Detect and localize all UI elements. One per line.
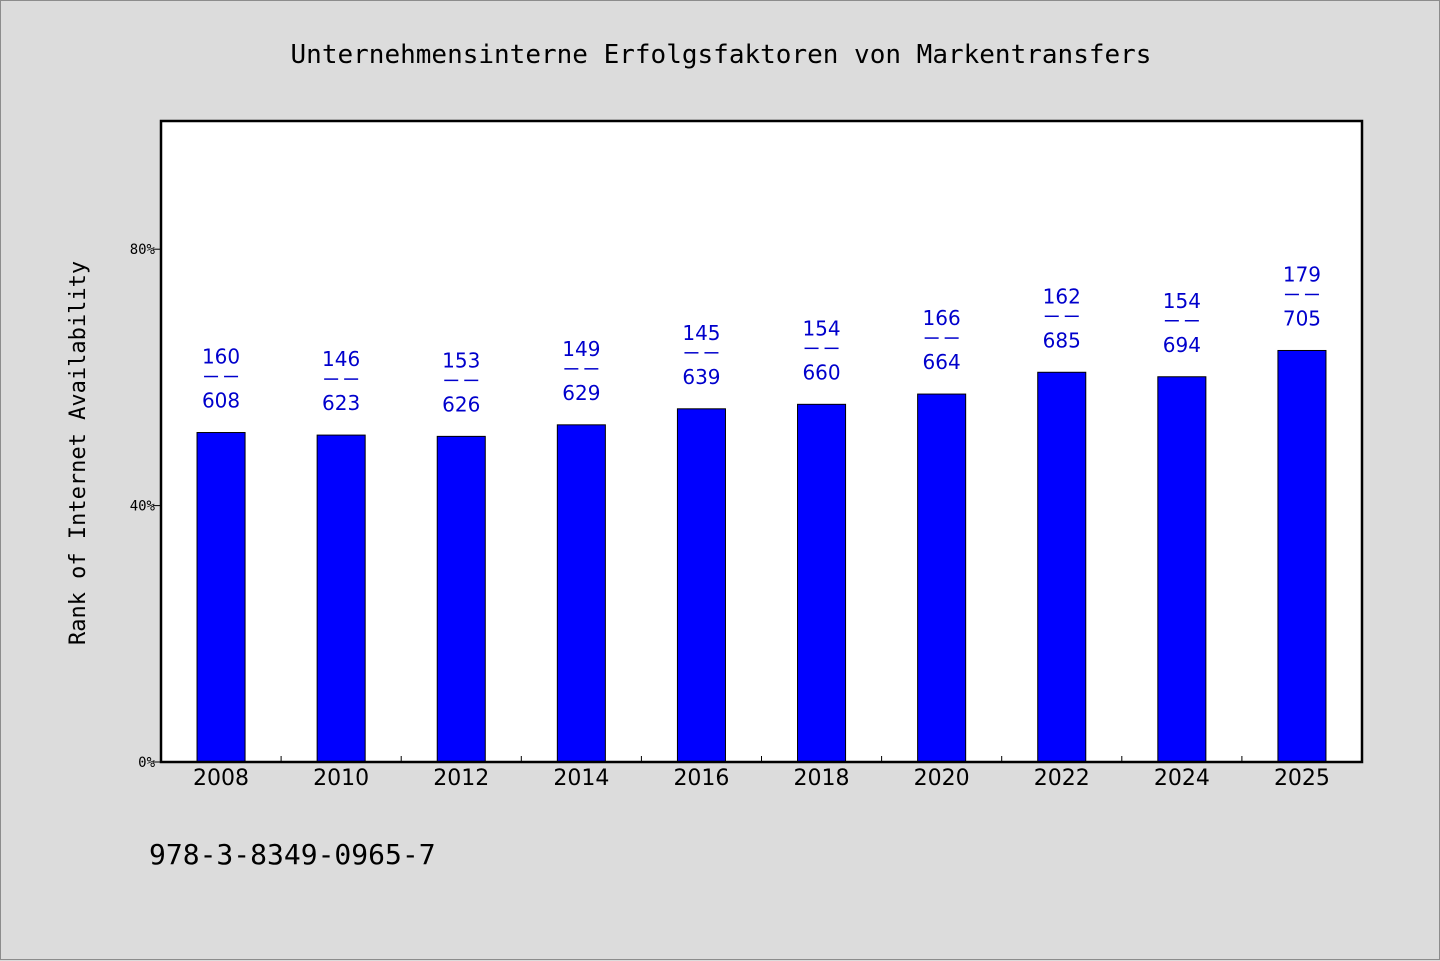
data-label-bottom: 639: [682, 365, 720, 389]
x-tick-label: 2020: [914, 766, 970, 791]
x-tick-label: 2022: [1034, 766, 1090, 791]
data-label-bottom: 694: [1163, 333, 1201, 357]
data-label-top: 179: [1283, 262, 1321, 286]
data-label-bottom: 623: [322, 391, 360, 415]
data-label-top: 146: [322, 347, 360, 371]
x-tick-label: 2024: [1154, 766, 1210, 791]
y-tick-label: 80%: [130, 242, 156, 258]
data-label-bottom: 685: [1043, 328, 1081, 352]
bar: [436, 435, 486, 763]
chart-title: Unternehmensinterne Erfolgsfaktoren von …: [291, 40, 1152, 70]
bar: [917, 393, 967, 763]
data-label-top: 149: [562, 337, 600, 361]
data-label-bottom: 629: [562, 381, 600, 405]
y-axis-label: Rank of Internet Availability: [66, 261, 91, 645]
plot-border: [159, 119, 1364, 764]
isbn-text: 978-3-8349-0965-7: [149, 838, 436, 871]
x-tick-label: 2012: [433, 766, 489, 791]
data-label-top: 153: [442, 348, 480, 372]
data-label-bottom: 626: [442, 392, 480, 416]
bar: [1277, 349, 1327, 763]
x-tick-label: 2008: [193, 766, 249, 791]
x-tick-label: 2014: [553, 766, 609, 791]
x-tick-label: 2025: [1274, 766, 1330, 791]
bar: [797, 403, 847, 763]
data-label-top: 154: [1163, 289, 1201, 313]
data-label-bottom: 608: [202, 389, 240, 413]
data-label-top: 154: [802, 316, 840, 340]
bar: [556, 424, 606, 763]
bar: [1037, 371, 1087, 763]
data-label-top: 162: [1043, 284, 1081, 308]
data-label-bottom: 705: [1283, 306, 1321, 330]
x-tick-label: 2018: [794, 766, 850, 791]
bar: [1157, 376, 1207, 763]
data-label-bottom: 660: [802, 360, 840, 384]
y-tick-label: 40%: [130, 499, 156, 515]
x-tick-label: 2016: [673, 766, 729, 791]
y-tick-label: 0%: [138, 755, 155, 771]
data-label-bottom: 664: [923, 350, 961, 374]
chart-marks: 0% 40% 80% 2008 160 608 2010 146 623 2012 153 626 20…: [130, 242, 1330, 791]
x-tick-label: 2010: [313, 766, 369, 791]
bar: [196, 432, 246, 763]
data-label-top: 160: [202, 345, 240, 369]
bar: [316, 434, 366, 763]
data-label-top: 166: [923, 306, 961, 330]
data-label-top: 145: [682, 321, 720, 345]
bar: [676, 408, 726, 763]
